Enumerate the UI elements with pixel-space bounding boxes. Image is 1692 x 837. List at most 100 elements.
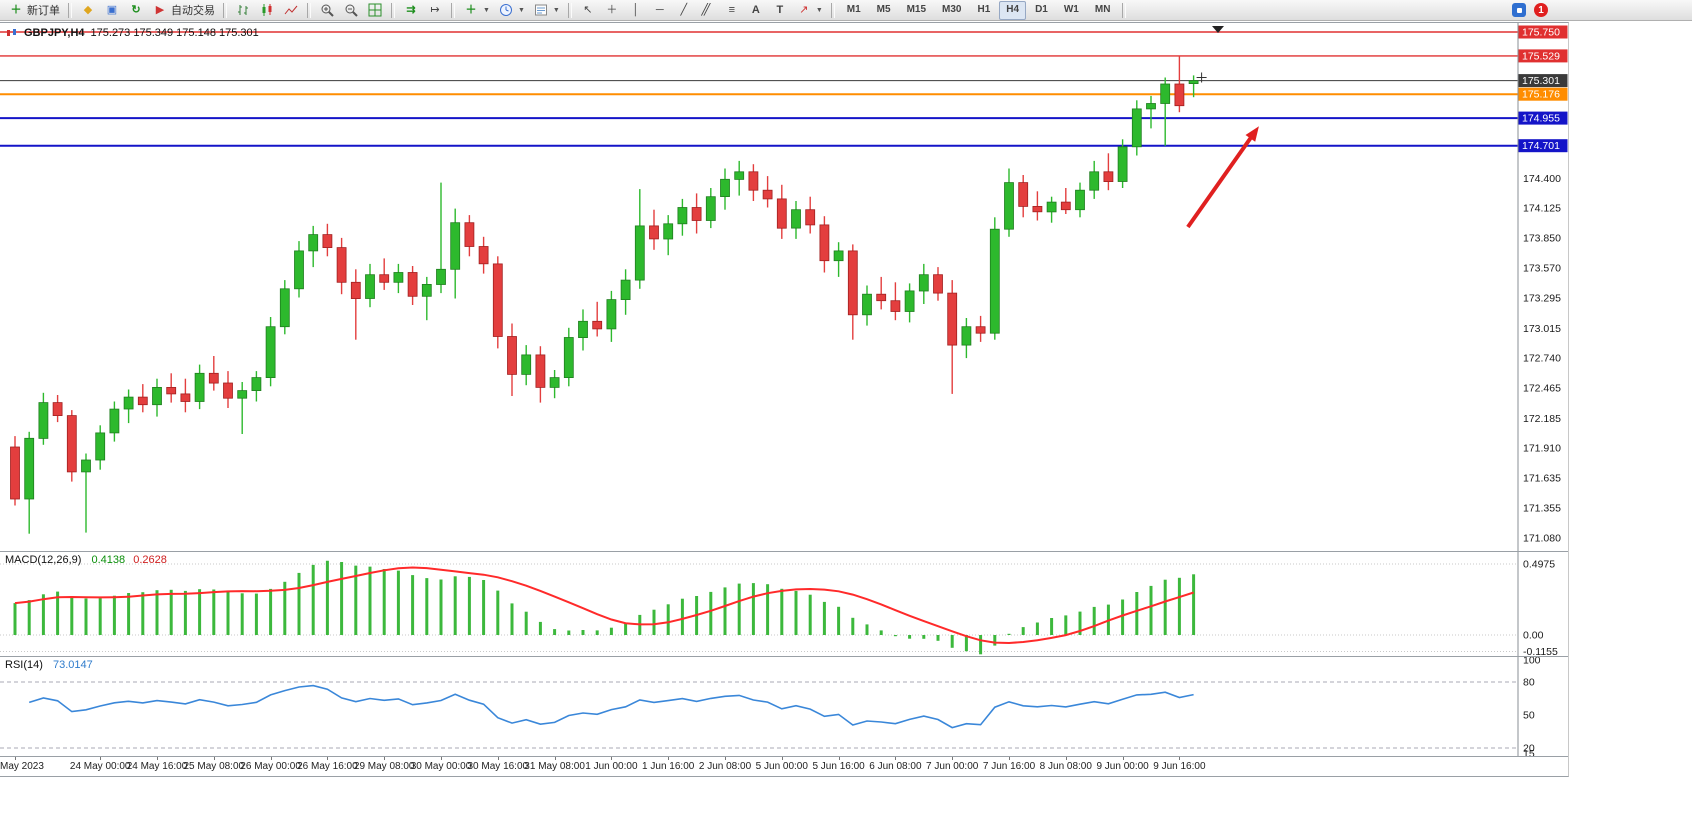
arrows-tool-button[interactable]: ↗ ▼ bbox=[792, 1, 827, 20]
price-tag-175.301: 175.301 bbox=[1518, 74, 1568, 88]
main-chart-pane[interactable]: 174.400 174.125 173.850 173.570 173.295 173.0… bbox=[0, 23, 1568, 551]
timeframe-group: M1 M5 M15 M30 H1 H4 D1 W1 MN bbox=[839, 0, 1119, 20]
refresh-icon: ↻ bbox=[131, 3, 141, 16]
notification-badge[interactable]: 1 bbox=[1534, 3, 1548, 17]
horizontal-line-tool-button[interactable]: ─ bbox=[648, 1, 672, 20]
autotrading-button[interactable]: ▶ 自动交易 bbox=[148, 1, 219, 20]
community-chat-icon[interactable] bbox=[1512, 3, 1526, 17]
time-axis-label: 30 May 00:00 bbox=[410, 761, 472, 772]
trendline-tool-button[interactable]: ╱ bbox=[672, 1, 696, 20]
time-axis-label: 5 Jun 16:00 bbox=[812, 761, 865, 772]
auto-scroll-icon: ⇉ bbox=[406, 3, 416, 16]
chevron-down-icon: ▼ bbox=[483, 6, 490, 14]
time-axis-label: 9 Jun 00:00 bbox=[1096, 761, 1149, 772]
fibonacci-icon: ≡ bbox=[728, 3, 736, 16]
time-axis-label: 8 Jun 08:00 bbox=[1039, 761, 1092, 772]
svg-text:174.400: 174.400 bbox=[1523, 173, 1561, 185]
channel-tool-button[interactable]: ╱╱ bbox=[696, 1, 720, 20]
toolbar-separator bbox=[307, 2, 311, 18]
crosshair-tool-button[interactable]: ＋ bbox=[600, 1, 624, 20]
indicators-button[interactable]: ＋ ▼ bbox=[459, 1, 494, 20]
time-axis-tick bbox=[668, 757, 670, 760]
zoom-out-icon bbox=[343, 3, 359, 18]
timeframe-m1[interactable]: M1 bbox=[846, 3, 861, 15]
fibonacci-tool-button[interactable]: ≡ bbox=[720, 1, 744, 20]
timeframe-m30[interactable]: M30 bbox=[942, 3, 962, 15]
chart-shift-button[interactable]: ↦ bbox=[423, 1, 447, 20]
horizontal-line-icon: ─ bbox=[655, 3, 664, 16]
time-axis-tick bbox=[497, 757, 499, 760]
chevron-down-icon: ▼ bbox=[517, 6, 525, 14]
time-axis-tick bbox=[15, 757, 16, 760]
vertical-line-tool-button[interactable]: │ bbox=[624, 1, 648, 20]
navigator-button[interactable]: ▣ bbox=[100, 1, 124, 20]
bar-chart-button[interactable] bbox=[231, 1, 255, 20]
svg-text:175.750: 175.750 bbox=[1522, 27, 1560, 39]
candlestick-chart-button[interactable] bbox=[255, 1, 279, 20]
time-axis-tick bbox=[270, 757, 272, 760]
rsi-name: RSI(14) bbox=[5, 659, 43, 671]
tile-windows-button[interactable] bbox=[363, 1, 387, 20]
time-axis-label: 9 Jun 16:00 bbox=[1153, 761, 1206, 772]
toolbar-separator bbox=[830, 2, 835, 18]
time-axis-tick bbox=[384, 757, 386, 760]
timeframe-d1[interactable]: D1 bbox=[1035, 3, 1048, 15]
crosshair-icon: ＋ bbox=[606, 3, 618, 16]
price-tag-175.529: 175.529 bbox=[1518, 49, 1568, 63]
toolbar-separator bbox=[451, 2, 455, 18]
time-axis-tick bbox=[157, 757, 158, 760]
chart-shift-marker[interactable] bbox=[1212, 26, 1224, 33]
chevron-down-icon: ▼ bbox=[815, 6, 823, 14]
time-axis-tick bbox=[327, 757, 329, 760]
main-chart-canvas[interactable]: 174.400 174.125 173.850 173.570 173.295 173.0… bbox=[0, 23, 1568, 551]
pane-divider[interactable] bbox=[0, 656, 1568, 657]
autotrading-label: 自动交易 bbox=[171, 5, 215, 17]
cursor-tool-button[interactable]: ↖ bbox=[576, 1, 600, 20]
vertical-line-icon: │ bbox=[632, 3, 640, 16]
trend-arrow[interactable] bbox=[1186, 126, 1259, 229]
price-axis-labels: 174.400 174.125 173.850 173.570 173.295 173.0… bbox=[1523, 173, 1561, 545]
text-tool-button[interactable]: A bbox=[744, 1, 768, 20]
rsi-value: 73.0147 bbox=[52, 659, 93, 671]
zoom-in-icon bbox=[319, 3, 335, 18]
channel-icon: ╱╱ bbox=[701, 3, 710, 16]
text-label-tool-button[interactable]: T bbox=[768, 1, 792, 20]
svg-text:50: 50 bbox=[1523, 710, 1535, 722]
time-axis-tick bbox=[100, 757, 102, 760]
zoom-out-button[interactable] bbox=[339, 1, 363, 20]
svg-text:175.176: 175.176 bbox=[1522, 89, 1560, 101]
macd-canvas[interactable]: 0.4975 0.00 -0.1155 bbox=[0, 552, 1568, 656]
templates-button[interactable]: ▼ bbox=[529, 1, 564, 20]
profiles-button[interactable]: ◆ bbox=[76, 1, 100, 20]
timeframe-h1[interactable]: H1 bbox=[977, 3, 991, 15]
toolbar-separator bbox=[68, 2, 72, 18]
time-axis-tick bbox=[725, 757, 726, 760]
timeframe-h4[interactable]: H4 bbox=[999, 0, 1027, 20]
macd-label: MACD(12,26,9) 0.4138 0.2628 bbox=[5, 554, 167, 566]
auto-scroll-button[interactable]: ⇉ bbox=[399, 1, 423, 20]
time-axis-label: 2 Jun 08:00 bbox=[698, 761, 752, 772]
timeframe-m15[interactable]: M15 bbox=[906, 3, 927, 15]
rsi-line bbox=[28, 684, 1194, 729]
timeframe-w1[interactable]: W1 bbox=[1063, 3, 1079, 15]
new-order-label: 新订单 bbox=[27, 5, 60, 17]
new-order-button[interactable]: ＋ 新订单 bbox=[4, 1, 64, 20]
periods-button[interactable]: ▼ bbox=[494, 1, 529, 20]
svg-text:174.125: 174.125 bbox=[1523, 203, 1561, 215]
refresh-button[interactable]: ↻ bbox=[124, 1, 148, 20]
macd-main-value: 0.4138 bbox=[91, 554, 126, 566]
pane-divider[interactable] bbox=[0, 551, 1568, 552]
timeframe-m5[interactable]: M5 bbox=[876, 3, 891, 15]
timeframe-mn[interactable]: MN bbox=[1094, 3, 1111, 15]
zoom-in-button[interactable] bbox=[315, 1, 339, 20]
trendline-icon: ╱ bbox=[680, 3, 688, 16]
line-chart-button[interactable] bbox=[279, 1, 303, 20]
chart-window[interactable]: 174.400 174.125 173.850 173.570 173.295 173.0… bbox=[0, 22, 1569, 777]
macd-pane[interactable]: 0.4975 0.00 -0.1155 MACD(12,26,9) 0.4138 0… bbox=[0, 552, 1568, 656]
rsi-pane[interactable]: 100 80 50 20 15 RSI(14) 73.0147 bbox=[0, 657, 1568, 756]
candles-series bbox=[10, 55, 1199, 534]
toolbar-separator bbox=[391, 2, 395, 18]
svg-text:173.570: 173.570 bbox=[1523, 263, 1561, 275]
